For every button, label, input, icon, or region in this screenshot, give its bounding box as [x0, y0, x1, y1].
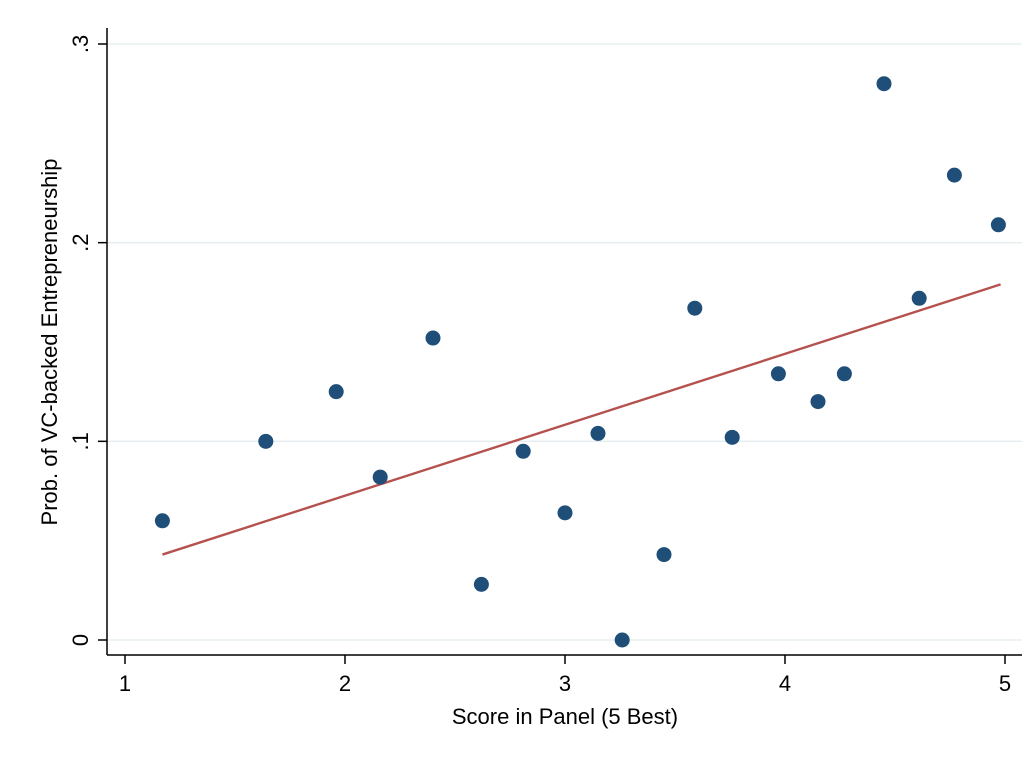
data-point: [687, 300, 703, 316]
data-point: [614, 632, 630, 648]
data-point: [990, 217, 1006, 233]
data-point: [557, 505, 573, 521]
data-point: [724, 429, 740, 445]
data-point: [372, 469, 388, 485]
y-tick-label: .3: [68, 35, 93, 53]
x-tick-label: 4: [779, 671, 791, 696]
x-tick-label: 2: [339, 671, 351, 696]
x-tick-label: 5: [999, 671, 1011, 696]
data-point: [876, 76, 892, 92]
data-point: [770, 366, 786, 382]
data-point: [656, 547, 672, 563]
y-tick-label: .1: [68, 432, 93, 450]
data-point: [258, 433, 274, 449]
data-point: [590, 425, 606, 441]
y-axis-title: Prob. of VC-backed Entrepreneurship: [37, 159, 62, 526]
y-tick-label: 0: [68, 634, 93, 646]
scatter-points: [154, 76, 1006, 648]
data-point: [154, 513, 170, 529]
x-tick-label: 3: [559, 671, 571, 696]
data-point: [911, 290, 927, 306]
data-point: [473, 576, 489, 592]
y-tick-label: .2: [68, 233, 93, 251]
data-point: [425, 330, 441, 346]
data-point: [836, 366, 852, 382]
data-point: [328, 384, 344, 400]
data-point: [946, 167, 962, 183]
x-axis-title: Score in Panel (5 Best): [452, 704, 678, 729]
fit-line: [162, 283, 1001, 556]
data-point: [515, 443, 531, 459]
x-tick-label: 1: [119, 671, 131, 696]
data-point: [810, 394, 826, 410]
fit-line-layer: [162, 283, 1001, 556]
axes: 0 .1 .2 .3 1 2 3 4 5: [68, 28, 1022, 696]
